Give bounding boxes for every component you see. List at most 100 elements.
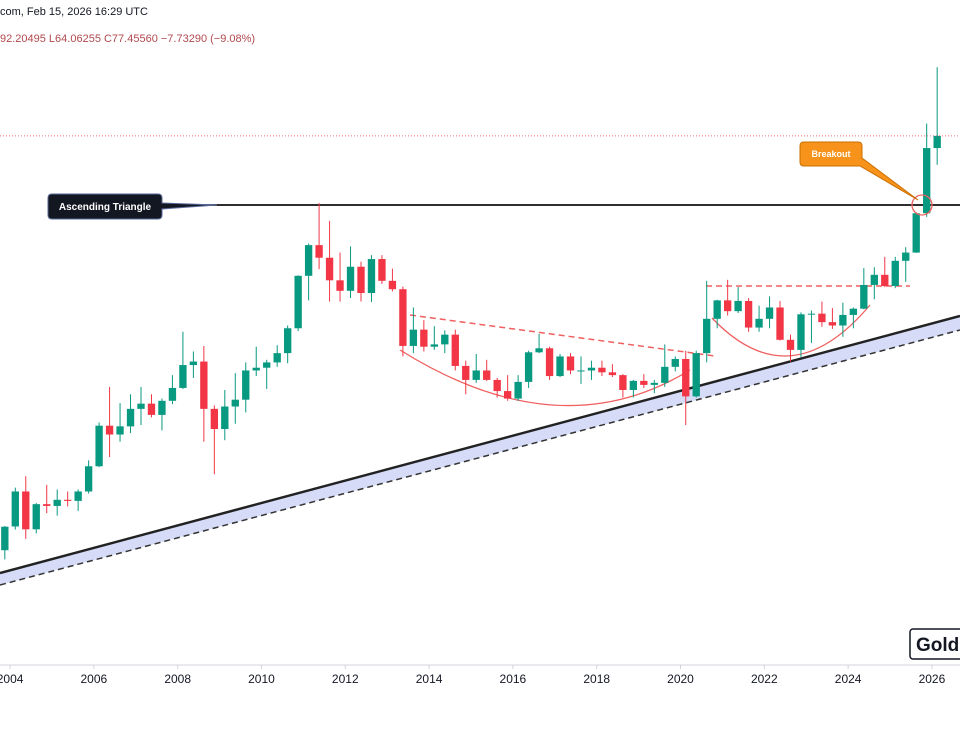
candle-body: [43, 504, 51, 506]
candle-body: [535, 348, 543, 353]
candle-body: [1, 526, 9, 551]
candle-body: [608, 372, 617, 376]
candle-body: [283, 328, 292, 354]
candle-body: [671, 358, 679, 367]
candle-body: [126, 408, 135, 427]
candle-body: [325, 257, 334, 281]
candle-body: [849, 308, 858, 315]
candle-body: [11, 491, 19, 527]
candle-body: [870, 274, 878, 285]
candle-body: [294, 275, 302, 329]
candle-body: [545, 348, 554, 377]
candle-body: [158, 400, 166, 415]
lower-dashed-trendline: [0, 329, 960, 586]
candle-body: [74, 491, 82, 501]
candle-body: [420, 329, 428, 347]
candle-body: [818, 313, 826, 323]
candle-body: [336, 280, 344, 291]
candle-body: [409, 329, 418, 346]
candle-body: [252, 367, 260, 371]
candle-body: [22, 491, 30, 530]
candle-body: [902, 252, 910, 261]
candle-body: [640, 380, 648, 385]
candle-body: [304, 245, 313, 276]
candle-body: [472, 370, 480, 380]
candle-body: [828, 322, 837, 326]
breakout-label: Breakout: [811, 149, 850, 159]
candle-body: [734, 300, 742, 312]
candle-body: [776, 307, 784, 340]
candle-body: [147, 403, 156, 415]
candle-body: [682, 358, 690, 397]
source-line: com, Feb 15, 2026 16:29 UTC: [0, 6, 148, 18]
candle-body: [891, 260, 899, 287]
pattern-label: Ascending Triangle: [59, 202, 152, 213]
candle-body: [912, 213, 920, 253]
candle-body: [378, 259, 386, 281]
candle-body: [189, 361, 198, 366]
candle-body: [744, 300, 753, 328]
candle-body: [399, 289, 407, 346]
candle-body: [105, 425, 114, 435]
candle-body: [64, 499, 72, 501]
candle-body: [430, 344, 438, 347]
pattern-label-box: [47, 193, 218, 220]
x-tick-label: 2012: [332, 672, 359, 686]
watermark-box: [909, 628, 960, 660]
candle-body: [200, 361, 208, 409]
support-trendline: [0, 314, 960, 575]
candle-body: [566, 356, 575, 371]
candle-body: [137, 403, 145, 409]
x-tick-label: 2008: [164, 672, 191, 686]
watermark: Gold: [916, 635, 959, 656]
candle-body: [577, 370, 585, 372]
candle-body: [168, 387, 177, 401]
candle-body: [650, 382, 658, 385]
candle-body: [483, 370, 491, 380]
candle-body: [514, 381, 522, 399]
cup-curve: [399, 349, 691, 407]
candle-body: [346, 266, 355, 291]
candle-body: [263, 362, 271, 368]
candle-body: [231, 399, 239, 407]
candle-body: [598, 367, 606, 373]
candle-body: [839, 314, 847, 326]
candle-body: [923, 148, 931, 214]
candle-body: [619, 375, 627, 391]
ohlc-line: 92.20495 L64.06255 C77.45560 −7.73290 (−…: [0, 33, 256, 45]
candle-body: [84, 466, 93, 492]
candle-body: [179, 365, 187, 388]
candle-body: [95, 425, 103, 467]
x-tick-label: 2026: [919, 672, 946, 686]
candle-body: [556, 356, 564, 377]
x-tick-label: 2004: [0, 672, 24, 686]
candle-body: [315, 245, 323, 258]
candle-body: [765, 307, 774, 319]
x-tick-label: 2018: [583, 672, 610, 686]
x-tick-label: 2010: [248, 672, 275, 686]
candle-body: [503, 391, 512, 399]
candle-body: [661, 366, 669, 383]
candle-body: [462, 365, 470, 380]
candle-body: [587, 367, 596, 371]
channel-band: [0, 316, 960, 585]
candle-body: [53, 499, 61, 506]
breakout-circle: [911, 194, 933, 216]
candle-body: [786, 339, 795, 350]
red-dashed-line: [409, 314, 716, 357]
breakout-label-box: [799, 141, 919, 201]
candle-body: [441, 334, 449, 345]
candle-body: [388, 280, 397, 290]
x-tick-label: 2014: [416, 672, 443, 686]
x-tick-label: 2020: [667, 672, 694, 686]
x-tick-label: 2024: [835, 672, 862, 686]
candle-body: [807, 313, 816, 315]
candle-body: [357, 266, 365, 294]
candle-body: [242, 370, 250, 400]
candle-body: [32, 504, 40, 530]
candle-body: [629, 380, 638, 391]
candle-body: [524, 352, 533, 382]
candle-body: [367, 259, 376, 294]
x-tick-label: 2006: [81, 672, 108, 686]
